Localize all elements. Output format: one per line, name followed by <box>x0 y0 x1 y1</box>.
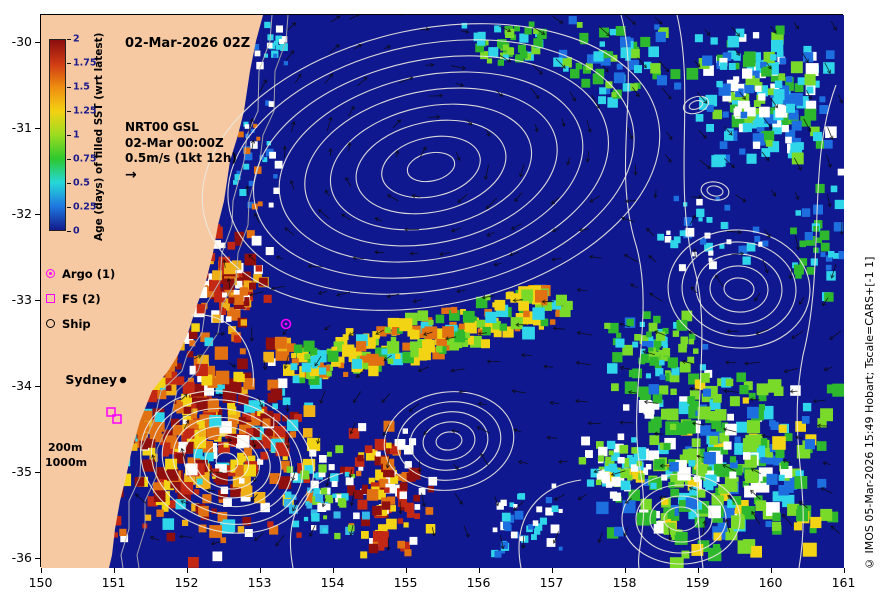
y-tick-mark <box>35 558 40 559</box>
y-tick-mark <box>35 214 40 215</box>
y-tick-mark <box>35 42 40 43</box>
credit-text: © IMOS 05-Mar-2026 15:49 Hobart; Tscale=… <box>863 256 876 570</box>
x-tick-mark <box>405 568 407 573</box>
fs-marker-icon <box>46 294 55 303</box>
y-tick-label: -32 <box>11 206 32 221</box>
y-tick-label: -36 <box>11 550 32 565</box>
y-tick-mark <box>35 128 40 129</box>
y-tick-label: -33 <box>11 292 32 307</box>
map-canvas <box>41 15 844 568</box>
ship-marker-icon <box>46 319 55 328</box>
colorbar-tick-label: 1.75 <box>73 57 97 69</box>
colorbar-tick-mark <box>67 183 71 184</box>
colorbar-tick-mark <box>67 207 71 208</box>
x-tick-mark <box>186 568 188 573</box>
vector-scale-label: 0.5m/s (1kt 12h) <box>125 151 237 165</box>
sydney-marker <box>119 376 127 384</box>
y-tick-label: -34 <box>11 378 32 393</box>
x-tick-label: 155 <box>393 575 418 590</box>
colorbar-tick-label: 0.25 <box>73 201 97 213</box>
y-tick-label: -31 <box>11 120 32 135</box>
fs-marker <box>106 407 116 417</box>
land-australia <box>41 15 263 568</box>
model-name: NRT00 GSL <box>125 120 199 134</box>
scale-arrow-icon: → <box>125 166 137 183</box>
colorbar-tick-mark <box>67 135 71 136</box>
map-date-label: 02-Mar-2026 02Z <box>125 36 251 51</box>
x-tick-label: 159 <box>685 575 710 590</box>
x-tick-mark <box>113 568 115 573</box>
x-tick-mark <box>332 568 334 573</box>
x-tick-label: 152 <box>174 575 199 590</box>
fs-marker <box>112 414 122 424</box>
y-tick-label: -35 <box>11 464 32 479</box>
colorbar-tick-label: 1.25 <box>73 105 97 117</box>
bathy-200m-contour <box>120 15 273 568</box>
legend-item-ship: Ship <box>46 311 115 336</box>
colorbar-tick-label: 0.75 <box>73 153 97 165</box>
legend-label-ship: Ship <box>62 316 91 331</box>
argo-marker-icon <box>46 269 55 278</box>
x-tick-mark <box>697 568 699 573</box>
colorbar-tick-mark <box>67 39 71 40</box>
colorbar-tick-mark <box>67 63 71 64</box>
colorbar-tick-label: 2 <box>73 33 80 45</box>
legend-label-fs: FS (2) <box>62 291 101 306</box>
colorbar-tick-mark <box>67 111 71 112</box>
x-tick-label: 154 <box>320 575 345 590</box>
argo-marker <box>280 318 292 330</box>
colorbar-tick-label: 1 <box>73 129 80 141</box>
legend-item-fs: FS (2) <box>46 286 115 311</box>
y-tick-label: -30 <box>11 34 32 49</box>
colorbar-tick-label: 0.5 <box>73 177 90 189</box>
current-vectors <box>135 15 844 551</box>
x-tick-label: 160 <box>758 575 783 590</box>
x-tick-label: 157 <box>539 575 564 590</box>
marker-legend: Argo (1) FS (2) Ship <box>46 261 115 336</box>
model-time: 02-Mar 00:00Z <box>125 135 224 150</box>
y-tick-mark <box>35 472 40 473</box>
y-tick-mark <box>35 300 40 301</box>
colorbar-tick-mark <box>67 159 71 160</box>
city-label-sydney: Sydney <box>65 372 117 387</box>
x-tick-mark <box>843 568 845 573</box>
legend-item-argo: Argo (1) <box>46 261 115 286</box>
x-tick-label: 161 <box>831 575 856 590</box>
depth-label-1000m: 1000m <box>45 456 88 469</box>
x-tick-label: 156 <box>466 575 491 590</box>
x-tick-label: 151 <box>101 575 126 590</box>
x-tick-mark <box>624 568 626 573</box>
x-tick-label: 153 <box>247 575 272 590</box>
model-info: NRT00 GSL 02-Mar 00:00Z 0.5m/s (1kt 12h)… <box>125 120 237 182</box>
x-tick-mark <box>259 568 261 573</box>
legend-label-argo: Argo (1) <box>62 266 116 281</box>
x-tick-mark <box>551 568 553 573</box>
colorbar-tick-label: 0 <box>73 225 80 237</box>
y-tick-mark <box>35 386 40 387</box>
colorbar-gradient <box>49 39 66 231</box>
x-tick-mark <box>478 568 480 573</box>
colorbar-tick-mark <box>67 87 71 88</box>
colorbar-tick-mark <box>67 231 71 232</box>
x-tick-label: 150 <box>28 575 53 590</box>
depth-label-200m: 200m <box>48 441 83 454</box>
x-tick-mark <box>40 568 42 573</box>
x-tick-mark <box>770 568 772 573</box>
x-tick-label: 158 <box>612 575 637 590</box>
map-plot-area: Age (days) of filled SST (wrt latest) 02… <box>40 14 844 568</box>
colorbar-tick-label: 1.5 <box>73 81 90 93</box>
